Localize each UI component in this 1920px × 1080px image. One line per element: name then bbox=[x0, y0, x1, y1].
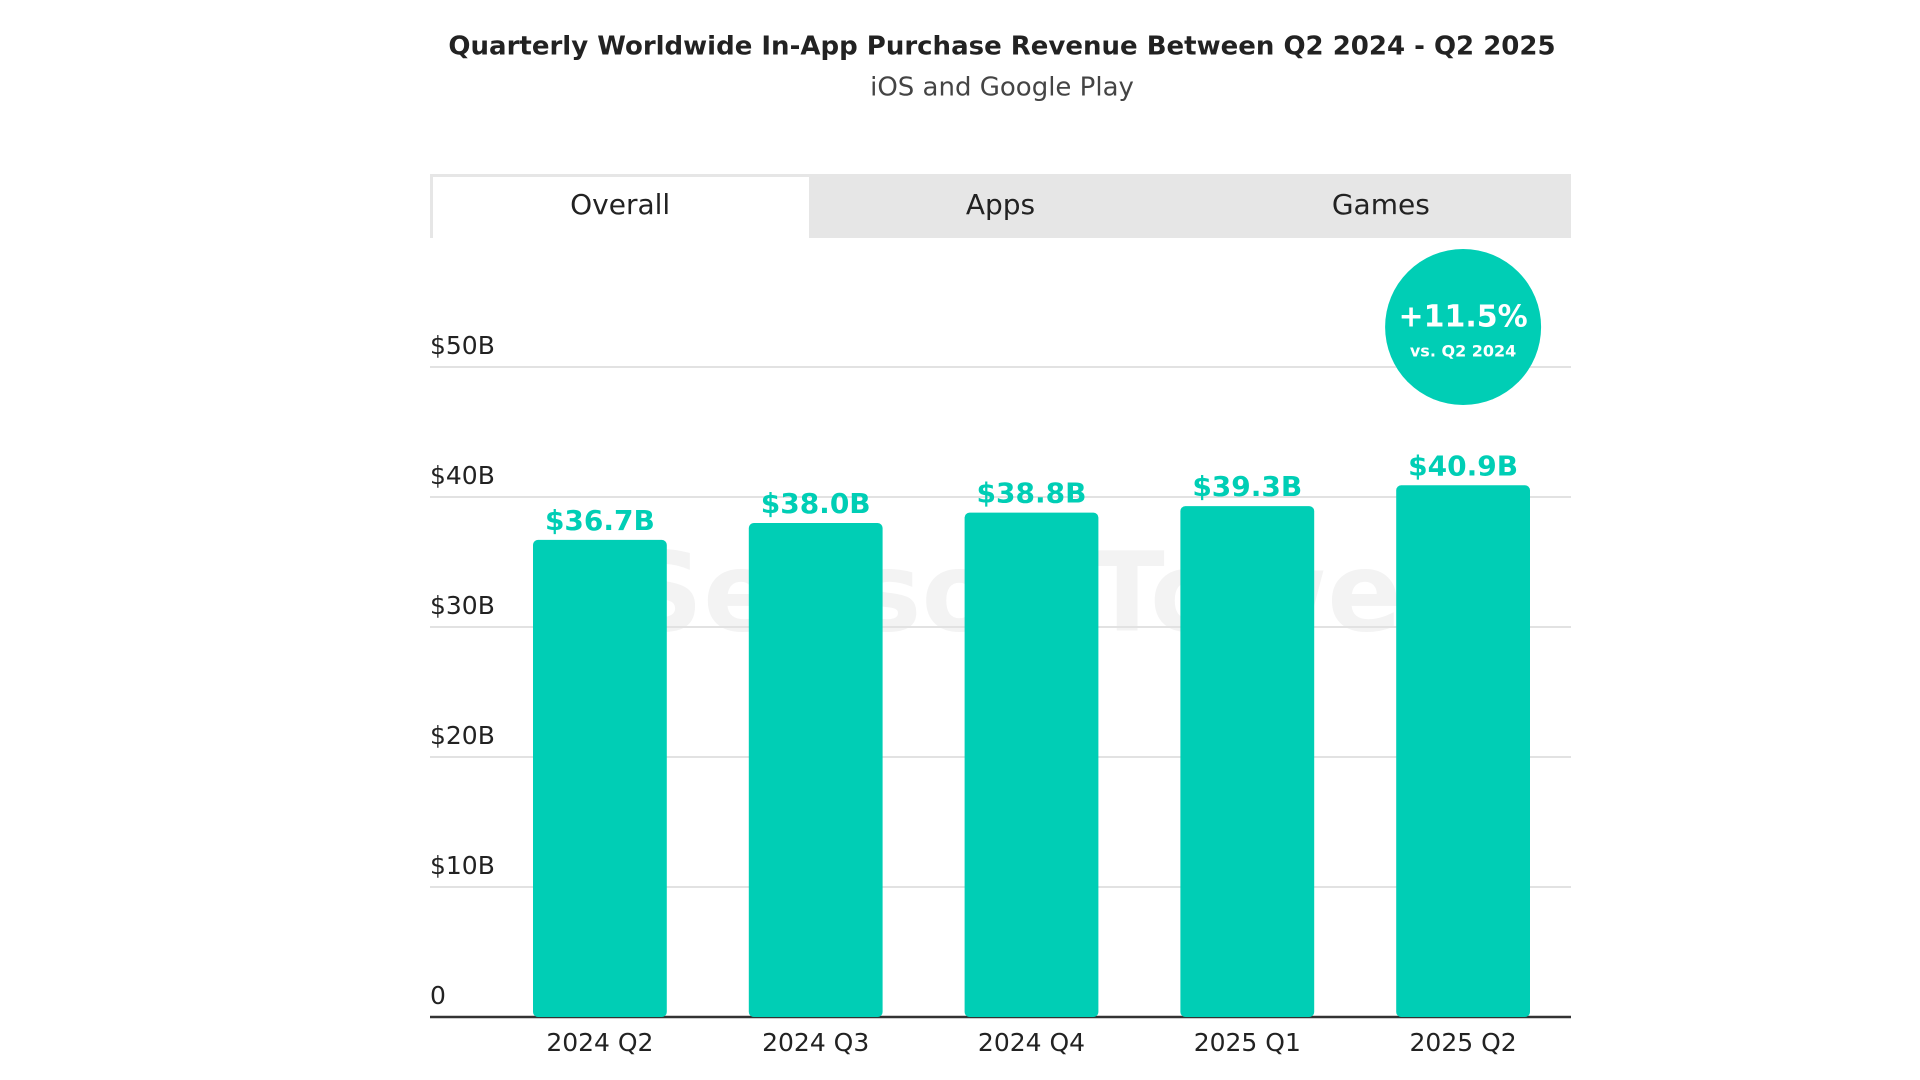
y-tick-label: $30B bbox=[430, 591, 495, 620]
y-tick-label: 0 bbox=[430, 981, 446, 1010]
x-tick-label: 2024 Q2 bbox=[546, 1028, 653, 1057]
active-tab[interactable] bbox=[433, 177, 809, 238]
bar bbox=[1396, 485, 1530, 1017]
y-tick-label: $50B bbox=[430, 331, 495, 360]
tab-label[interactable]: Games bbox=[1332, 188, 1430, 221]
badge-subtext: vs. Q2 2024 bbox=[1410, 342, 1516, 361]
tab-label[interactable]: Apps bbox=[966, 188, 1035, 221]
chart-title: Quarterly Worldwide In-App Purchase Reve… bbox=[448, 32, 1555, 62]
bar bbox=[1180, 506, 1315, 1017]
badge-text: +11.5% bbox=[1398, 300, 1527, 335]
badge bbox=[1385, 249, 1542, 405]
x-tick-label: 2024 Q4 bbox=[978, 1028, 1085, 1057]
x-tick-label: 2025 Q2 bbox=[1410, 1028, 1517, 1057]
y-tick-label: $20B bbox=[430, 721, 495, 750]
value-label: $38.0B bbox=[761, 487, 871, 520]
x-tick-label: 2025 Q1 bbox=[1194, 1028, 1301, 1057]
bar bbox=[533, 539, 667, 1017]
value-label: $38.8B bbox=[977, 477, 1087, 510]
x-tick-label: 2024 Q3 bbox=[762, 1028, 869, 1057]
bar bbox=[748, 523, 883, 1017]
bar bbox=[964, 512, 1099, 1017]
value-label: $40.9B bbox=[1408, 449, 1518, 482]
value-label: $36.7B bbox=[545, 504, 655, 537]
tab-label[interactable]: Overall bbox=[570, 188, 670, 221]
y-tick-label: $10B bbox=[430, 851, 495, 880]
y-tick-label: $40B bbox=[430, 461, 495, 490]
chart-subtitle: iOS and Google Play bbox=[870, 73, 1134, 103]
value-label: $39.3B bbox=[1192, 470, 1302, 503]
